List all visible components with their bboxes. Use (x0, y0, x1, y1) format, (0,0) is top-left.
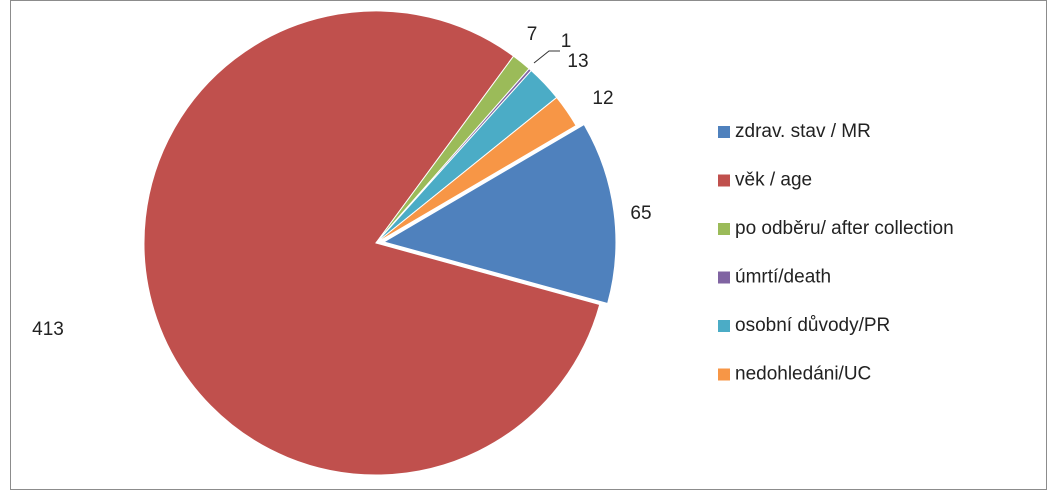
data-label: 7 (527, 24, 538, 45)
legend-swatch (718, 271, 730, 284)
legend-swatch (718, 368, 730, 381)
legend-swatch (718, 174, 730, 187)
legend-label: po odběru/ after collection (735, 218, 954, 239)
data-label: 413 (32, 319, 64, 340)
legend-swatch (718, 223, 730, 235)
pie-slice (143, 10, 601, 476)
data-label: 13 (567, 51, 588, 72)
legend-swatch (718, 126, 730, 138)
legend-label: věk / age (735, 170, 812, 191)
leader-line (533, 50, 560, 64)
legend-label: nedohledáni/UC (735, 364, 871, 385)
legend-label: osobní důvody/PR (735, 315, 890, 336)
legend-label: zdrav. stav / MR (735, 121, 871, 142)
legend-swatch (718, 320, 730, 332)
legend-label: úmrtí/death (735, 267, 831, 288)
data-label: 12 (592, 88, 613, 109)
data-label: 1 (561, 31, 572, 52)
pie-slice (375, 96, 577, 244)
pie-slice (382, 123, 617, 305)
data-label: 65 (630, 203, 651, 224)
